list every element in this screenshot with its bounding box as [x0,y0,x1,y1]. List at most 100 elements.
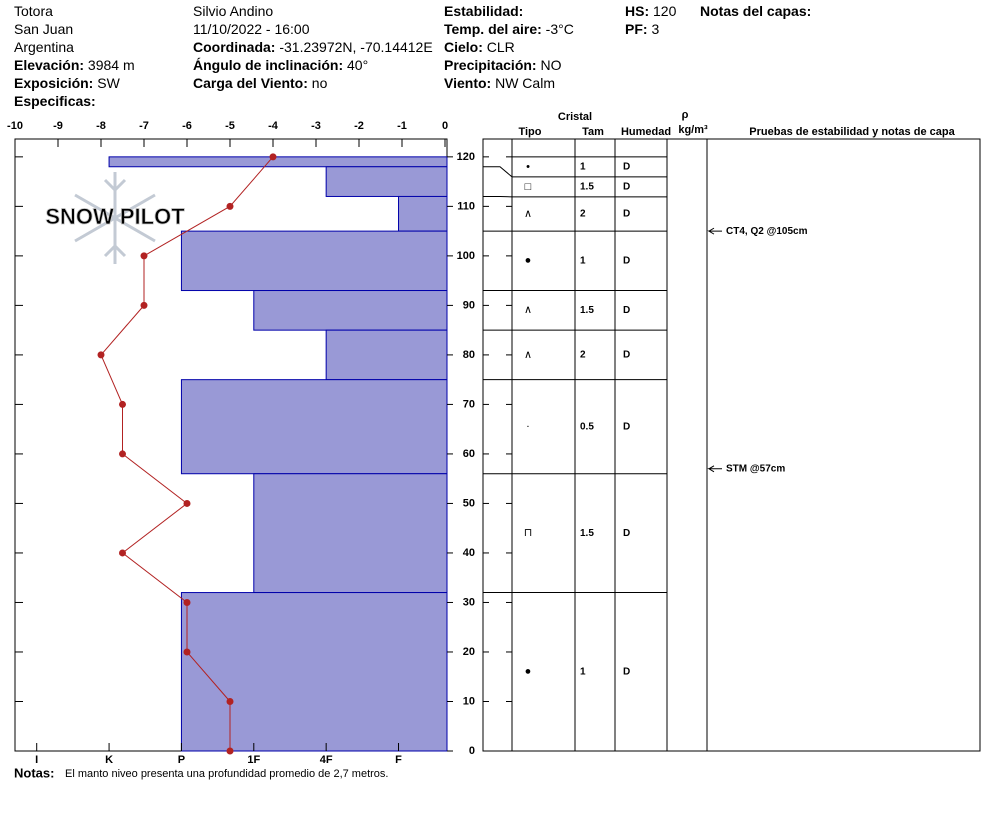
header-field: Cielo: CLR [444,39,515,55]
header-label: Precipitación: [444,57,537,73]
header-label: PF: [625,21,648,37]
header-field: Ángulo de inclinación: 40° [193,57,368,73]
temperature-point [140,301,148,309]
hardness-bar [398,195,448,232]
watermark-text: SNOW PILOT [45,204,185,229]
moisture: D [623,305,630,316]
grain-size: 1 [580,255,586,266]
header-label: Estabilidad: [444,3,523,19]
test-label: CT4, Q2 @105cm [726,226,808,237]
header-field: PF: 3 [625,21,659,37]
header-value: 3 [651,21,659,37]
header-field: Totora [14,3,53,19]
header-value: Argentina [14,39,74,55]
grain-type: · [526,421,530,433]
header-label: Notas del capas: [700,3,811,19]
temperature-point [183,648,191,656]
header-field: Coordinada: -31.23972N, -70.14412E [193,39,433,55]
temperature-point [140,252,148,260]
hardness-bar [180,230,448,292]
grain-size: 2 [580,209,586,220]
col-header: Pruebas de estabilidad y notas de capa [749,126,955,138]
temperature-point [97,351,105,359]
header-field: Elevación: 3984 m [14,57,135,73]
header-field: HS: 120 [625,3,677,19]
hardness-tick-label: F [395,754,402,766]
x-tick-label: -4 [268,120,279,132]
y-tick-label: 30 [463,596,475,608]
header-value: 120 [653,3,677,19]
header-value: NO [540,57,561,73]
grain-type: ● [525,255,532,267]
x-tick-label: -5 [225,120,235,132]
layer-connector [483,166,513,178]
y-tick-label: 100 [457,250,475,262]
header-value: NW Calm [495,75,555,91]
grain-size: 1 [580,666,586,677]
temperature-point [269,153,277,161]
y-tick-label: 80 [463,349,475,361]
hardness-tick-label: I [35,754,38,766]
grain-type: • [526,161,530,173]
hardness-bar [180,379,448,475]
hardness-bar [108,156,448,168]
header-field: Silvio Andino [193,3,273,19]
moisture: D [623,666,630,677]
test-label: STM @57cm [726,463,785,474]
grain-type: ∧ [524,304,532,316]
header-field: San Juan [14,21,73,37]
notes: El manto niveo presenta una profundidad … [65,768,388,780]
grain-size: 1.5 [580,305,594,316]
grain-size: 1.5 [580,181,594,192]
y-tick-label: 0 [469,745,475,757]
hardness-tick-label: K [105,754,113,766]
header-field: Estabilidad: [444,3,523,19]
header-label: Temp. del aire: [444,21,542,37]
x-tick-label: -1 [397,120,407,132]
hardness-bar [325,329,448,381]
x-tick-label: -6 [182,120,192,132]
y-tick-label: 60 [463,448,475,460]
col-header: Tam [582,126,604,138]
y-tick-label: 40 [463,547,475,559]
moisture: D [623,161,630,172]
temperature-point [119,400,126,408]
header-label: Carga del Viento: [193,75,308,91]
grain-type: ∧ [524,208,532,220]
grain-size: 1 [580,161,586,172]
header-field: Precipitación: NO [444,57,562,73]
grain-size: 0.5 [580,421,594,432]
x-tick-label: -2 [354,120,364,132]
moisture: D [623,255,630,266]
y-tick-label: 90 [463,299,475,311]
grain-type: ● [525,666,532,678]
hardness-tick-label: P [178,754,185,766]
hardness-bar [253,473,448,594]
header-label: Ángulo de inclinación: [193,57,343,73]
watermark-logo [74,172,156,264]
header-value: Totora [14,3,53,19]
header-value: 3984 m [88,57,135,73]
hardness-bar [325,166,448,197]
header-label: Coordinada: [193,39,275,55]
y-tick-label: 10 [463,695,475,707]
grain-type: ∧ [524,349,532,361]
header-value: no [312,75,328,91]
test-arrow [707,465,722,473]
header-value: 40° [347,57,368,73]
temperature-point [226,697,234,705]
moisture: D [623,181,630,192]
header-value: -31.23972N, -70.14412E [279,39,432,55]
header-field: 11/10/2022 - 16:00 [193,21,310,37]
temperature-point [119,450,126,458]
header-field: Especificas: [14,93,96,109]
temperature-point [226,202,234,210]
col-header: Cristal [558,111,592,123]
y-tick-label: 110 [457,200,475,212]
header-field: Notas del capas: [700,3,811,19]
table-frame [482,138,981,752]
col-header: Humedad [621,126,671,138]
x-tick-label: -10 [7,120,23,132]
header-label: Viento: [444,75,491,91]
